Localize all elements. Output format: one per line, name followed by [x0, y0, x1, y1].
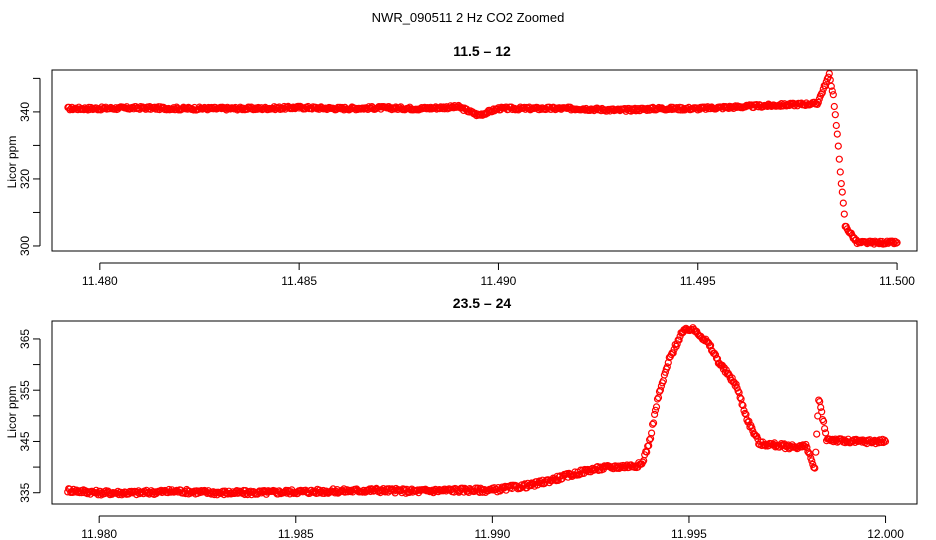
- data-point: [728, 374, 736, 382]
- y-tick-label: 355: [18, 380, 32, 400]
- data-series: [64, 69, 901, 248]
- data-point: [238, 106, 246, 114]
- data-point: [732, 380, 740, 388]
- data-point: [813, 430, 821, 438]
- panel-lower: 23.5 – 24 Licor ppm 11.980 11.985 11.990 11…: [5, 295, 918, 540]
- data-point: [675, 336, 683, 344]
- data-point: [825, 69, 833, 78]
- data-point: [839, 199, 847, 207]
- data-point: [735, 389, 743, 397]
- data-point: [821, 429, 830, 437]
- panel-title: 11.5 – 12: [453, 43, 511, 59]
- data-point: [741, 409, 749, 417]
- data-point: [815, 396, 823, 404]
- data-point: [730, 378, 738, 386]
- data-point: [711, 351, 720, 359]
- figure-title: NWR_090511 2 Hz CO2 Zoomed: [372, 10, 565, 25]
- y-tick-label: 345: [18, 431, 32, 451]
- data-point: [663, 363, 671, 371]
- data-point: [814, 412, 822, 420]
- plot-frame: [51, 69, 918, 252]
- x-tick-label: 11.495: [680, 274, 716, 288]
- data-point: [893, 239, 901, 247]
- data-point: [811, 464, 819, 472]
- data-point: [833, 130, 841, 138]
- x-tick-label: 11.490: [481, 274, 517, 288]
- data-point: [836, 168, 844, 176]
- y-tick-label: 340: [18, 102, 32, 122]
- data-point: [828, 87, 836, 95]
- data-point: [817, 403, 825, 411]
- data-point: [831, 111, 839, 119]
- data-point: [739, 401, 747, 410]
- data-point: [819, 417, 828, 425]
- data-point: [706, 341, 715, 349]
- data-point: [829, 91, 837, 99]
- data-point: [818, 408, 826, 416]
- x-tick-label: 12.000: [867, 527, 904, 540]
- data-point: [837, 180, 845, 188]
- panel-title: 23.5 – 24: [453, 295, 512, 311]
- data-point: [673, 340, 681, 348]
- data-point: [669, 349, 677, 357]
- data-point: [656, 386, 665, 394]
- data-point: [651, 406, 660, 414]
- data-point: [808, 457, 816, 465]
- y-tick-label: 335: [18, 482, 32, 502]
- data-point: [832, 121, 840, 130]
- x-tick-label: 11.980: [81, 527, 117, 540]
- y-tick-label: 365: [18, 329, 32, 349]
- data-point: [94, 491, 102, 499]
- data-point: [835, 155, 843, 163]
- data-point: [814, 98, 822, 107]
- data-point: [649, 419, 658, 427]
- data-point: [812, 448, 820, 456]
- data-point: [736, 394, 744, 402]
- x-tick-label: 11.500: [879, 274, 915, 288]
- data-point: [738, 400, 746, 409]
- data-point: [827, 82, 835, 90]
- data-point: [834, 142, 842, 150]
- data-series: [64, 324, 890, 499]
- data-point: [659, 377, 668, 385]
- data-point: [645, 436, 654, 444]
- data-point: [838, 188, 846, 196]
- data-point: [648, 420, 657, 428]
- data-point: [881, 437, 890, 446]
- data-point: [830, 102, 838, 111]
- x-tick-label: 11.995: [671, 527, 707, 540]
- data-point: [647, 429, 656, 437]
- data-point: [820, 425, 829, 433]
- data-point: [713, 355, 722, 363]
- data-point: [652, 403, 661, 411]
- y-axis-label: Licor ppm: [5, 386, 19, 439]
- data-point: [441, 105, 449, 113]
- y-axis-label: Licor ppm: [5, 136, 19, 189]
- data-point: [653, 395, 662, 403]
- y-tick-label: 320: [18, 169, 32, 189]
- data-point: [650, 410, 659, 418]
- data-point: [809, 460, 817, 468]
- panel-upper: 11.5 – 12 Licor ppm 11.480 11.485 11.490 11…: [5, 43, 918, 288]
- x-tick-label: 11.480: [82, 274, 118, 288]
- x-tick-label: 11.485: [281, 274, 317, 288]
- plot-frame: [51, 320, 918, 505]
- data-point: [818, 89, 826, 97]
- x-tick-label: 11.990: [474, 527, 510, 540]
- data-point: [840, 210, 848, 218]
- data-point: [880, 436, 889, 444]
- x-tick-label: 11.985: [278, 527, 314, 540]
- y-tick-label: 300: [18, 236, 32, 256]
- data-point: [603, 107, 611, 115]
